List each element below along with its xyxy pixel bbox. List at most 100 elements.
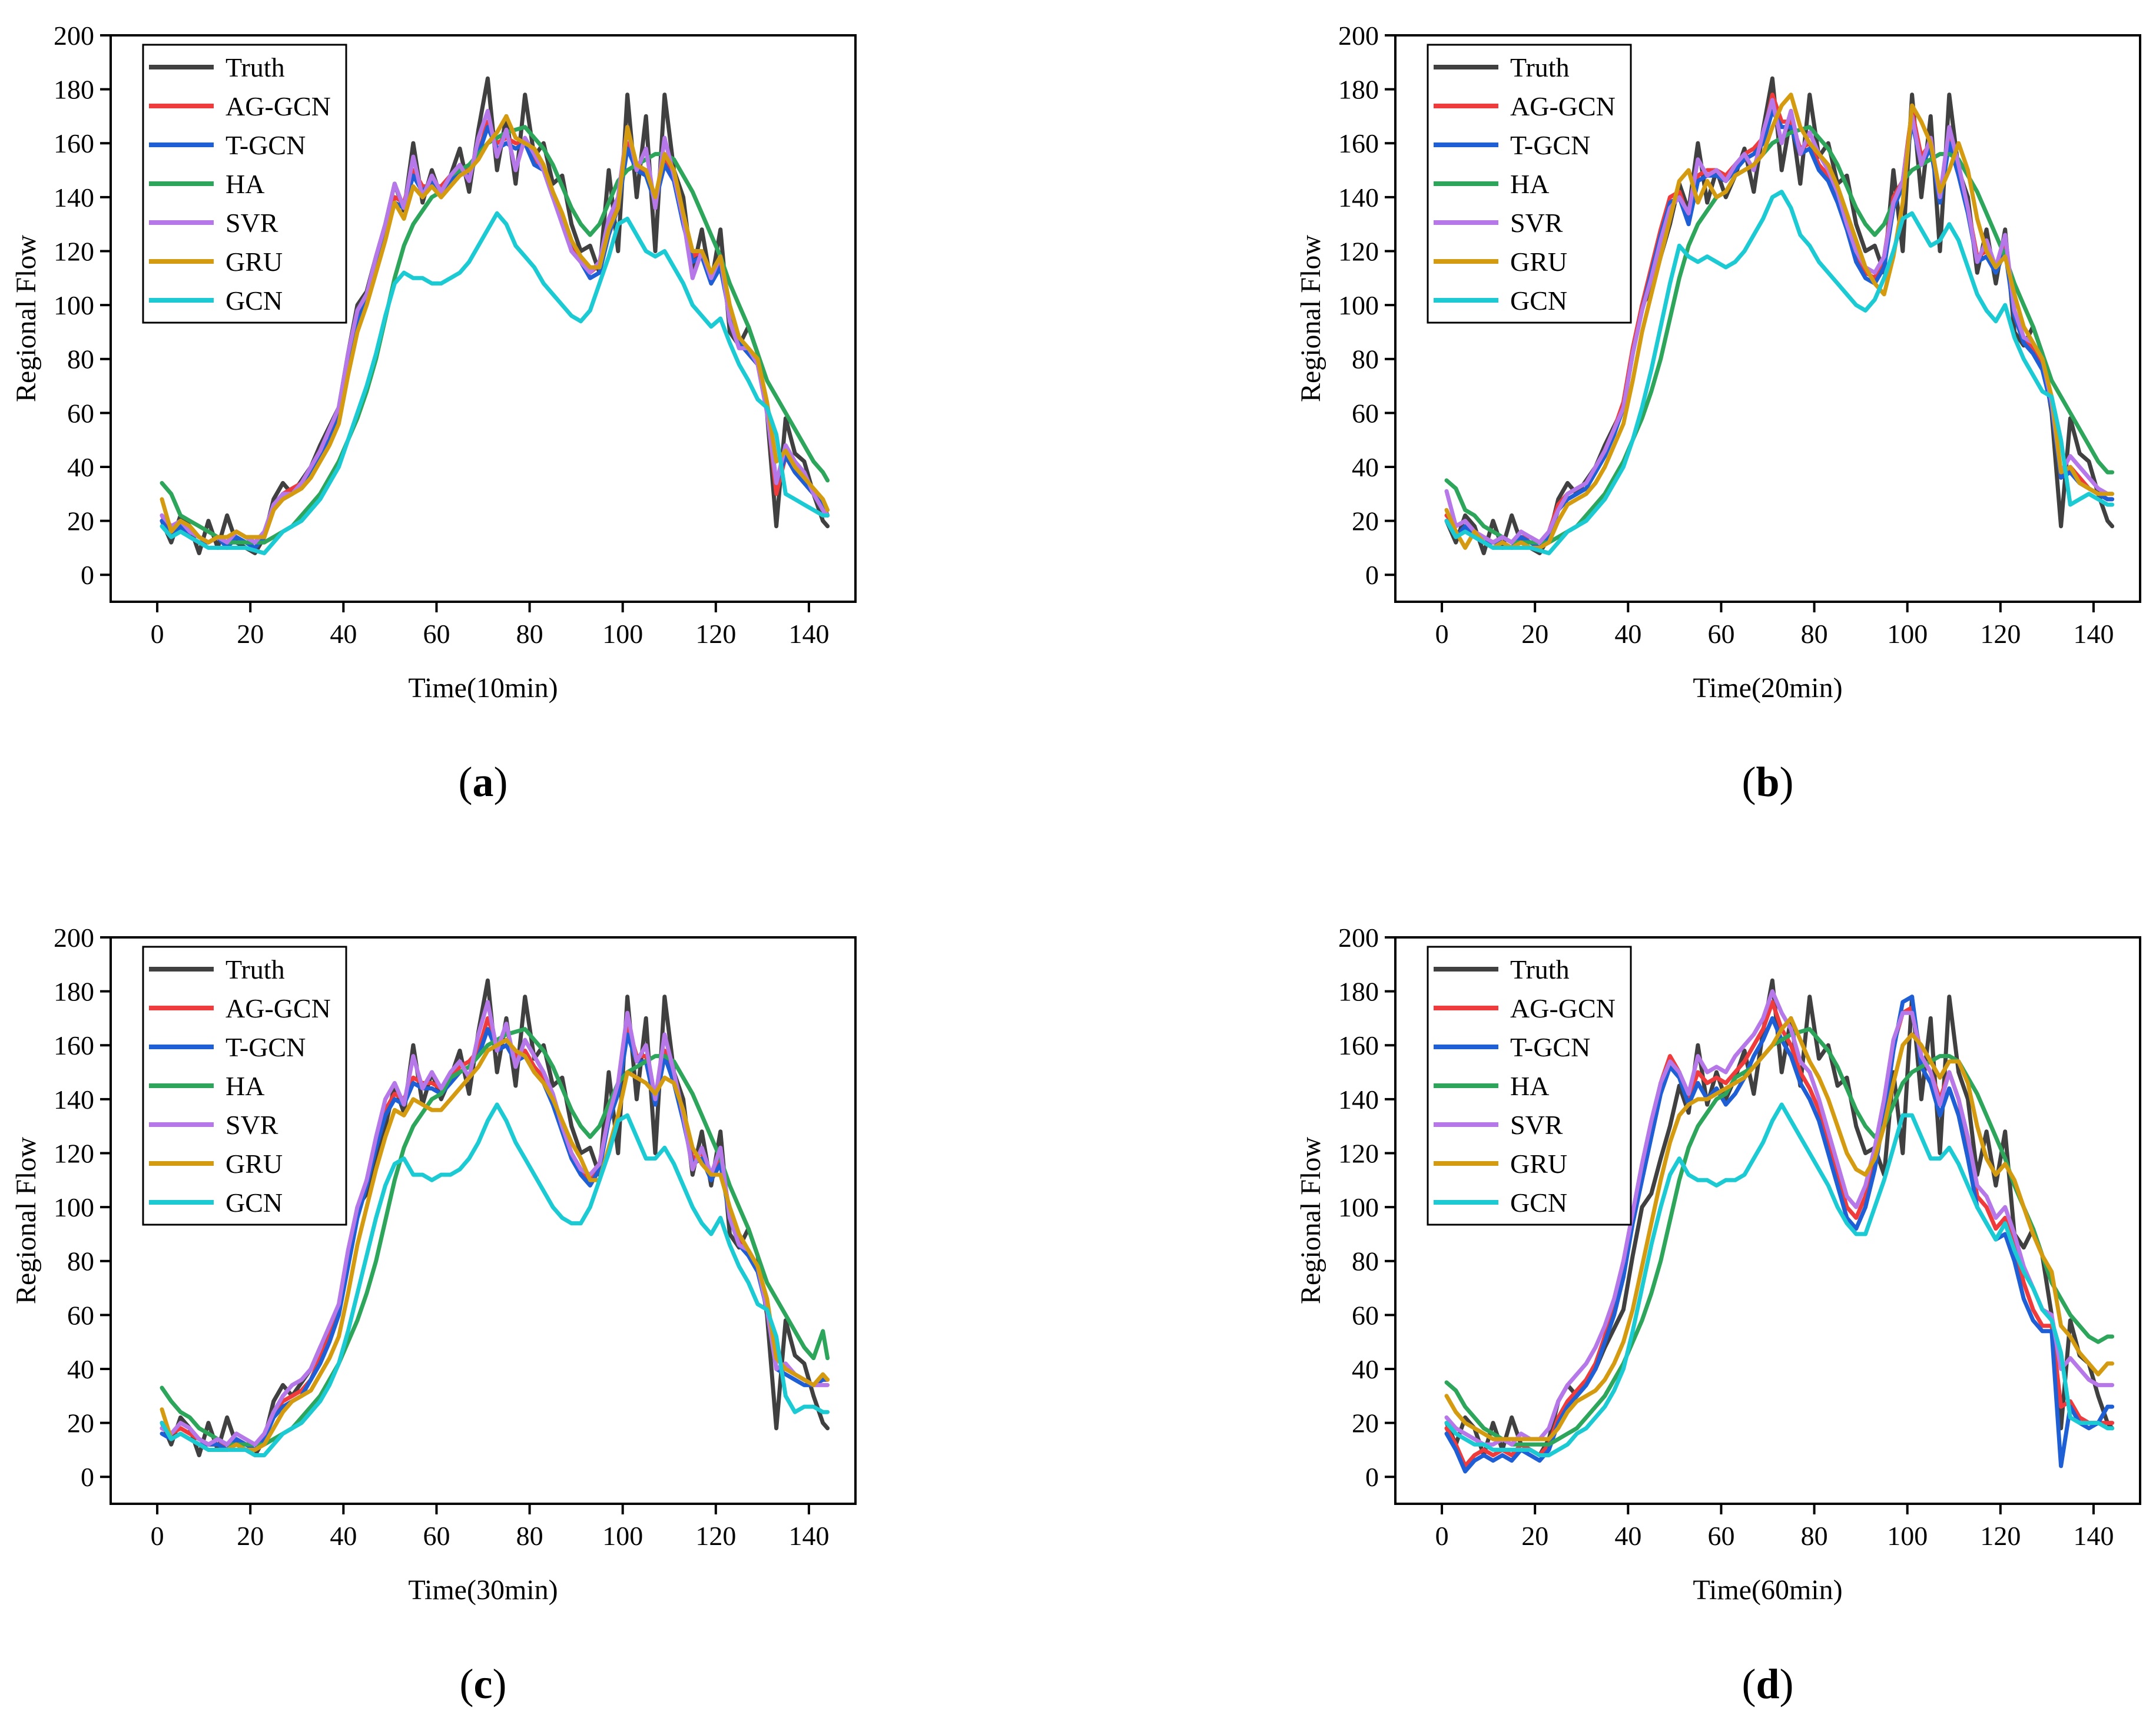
panel-label: (d) <box>1742 1660 1793 1708</box>
legend-entry-svr: SVR <box>1510 208 1563 238</box>
x-axis-label: Time(20min) <box>1693 672 1842 704</box>
series-line-ha <box>1444 1027 2115 1447</box>
series-line-svr <box>160 1000 830 1447</box>
y-tick-label: 120 <box>54 1138 94 1168</box>
y-tick-label: 20 <box>67 1408 94 1438</box>
legend-entry-gru: GRU <box>1510 1149 1567 1179</box>
x-tick-label: 100 <box>602 619 643 649</box>
y-tick-label: 40 <box>67 452 94 482</box>
y-tick-label: 60 <box>67 398 94 428</box>
y-tick-label: 40 <box>67 1354 94 1384</box>
legend-entry-ha: HA <box>1510 1071 1549 1101</box>
y-tick-label: 140 <box>1338 183 1379 213</box>
legend-entry-gcn: GCN <box>225 286 283 316</box>
x-tick-label: 140 <box>788 619 829 649</box>
legend-entry-ha: HA <box>225 169 264 199</box>
panel-label: (c) <box>460 1660 507 1708</box>
x-axis-label: Time(30min) <box>408 1574 558 1606</box>
x-tick-label: 100 <box>602 1521 643 1551</box>
x-tick-label: 120 <box>1980 619 2021 649</box>
x-tick-label: 140 <box>788 1521 829 1551</box>
legend-entry-truth: Truth <box>1510 52 1570 82</box>
y-axis-label: Regional Flow <box>11 1137 42 1304</box>
x-tick-label: 20 <box>237 1521 264 1551</box>
y-tick-label: 160 <box>1338 128 1379 158</box>
y-tick-label: 180 <box>1338 75 1379 105</box>
x-tick-label: 0 <box>151 619 164 649</box>
y-tick-label: 200 <box>1338 21 1379 51</box>
series-line-truth <box>160 76 830 555</box>
y-tick-label: 0 <box>1365 1462 1379 1492</box>
y-tick-label: 140 <box>54 183 94 213</box>
legend-entry-ag-gcn: AG-GCN <box>1510 91 1616 121</box>
x-tick-label: 20 <box>1521 619 1548 649</box>
x-tick-label: 60 <box>423 1521 450 1551</box>
y-tick-label: 140 <box>54 1085 94 1115</box>
y-tick-label: 80 <box>67 1246 94 1277</box>
legend-entry-truth: Truth <box>225 52 285 82</box>
x-tick-label: 80 <box>1801 1521 1828 1551</box>
series-line-gru <box>160 1037 830 1452</box>
y-tick-label: 100 <box>54 1192 94 1222</box>
x-axis-label: Time(60min) <box>1693 1574 1842 1606</box>
x-tick-label: 100 <box>1887 619 1928 649</box>
series-line-truth <box>1444 76 2115 555</box>
legend-entry-gcn: GCN <box>225 1188 283 1218</box>
y-tick-label: 200 <box>54 21 94 51</box>
x-tick-label: 60 <box>1707 1521 1734 1551</box>
y-axis-label: Regional Flow <box>1295 235 1326 402</box>
x-tick-label: 40 <box>330 1521 357 1551</box>
x-tick-label: 40 <box>330 619 357 649</box>
y-tick-label: 160 <box>1338 1030 1379 1060</box>
y-tick-label: 20 <box>1352 1408 1379 1438</box>
y-tick-label: 140 <box>1338 1085 1379 1115</box>
series-line-svr <box>1444 989 2115 1447</box>
y-axis-label: Regional Flow <box>1295 1137 1326 1304</box>
series-group <box>160 76 830 555</box>
y-tick-label: 0 <box>81 1462 94 1492</box>
legend-entry-t-gcn: T-GCN <box>1510 1032 1590 1062</box>
legend-entry-gcn: GCN <box>1510 1188 1567 1218</box>
x-tick-label: 80 <box>516 619 543 649</box>
series-group <box>1444 76 2115 555</box>
legend-entry-ha: HA <box>1510 169 1549 199</box>
y-tick-label: 160 <box>54 128 94 158</box>
y-tick-label: 100 <box>1338 290 1379 320</box>
y-tick-label: 40 <box>1352 1354 1379 1384</box>
series-group <box>1444 978 2115 1474</box>
legend-entry-ha: HA <box>225 1071 264 1101</box>
y-tick-label: 80 <box>1352 1246 1379 1277</box>
y-tick-label: 20 <box>67 506 94 536</box>
y-tick-label: 100 <box>54 290 94 320</box>
legend-entry-gru: GRU <box>1510 247 1567 277</box>
x-tick-label: 140 <box>2073 1521 2114 1551</box>
x-tick-label: 0 <box>151 1521 164 1551</box>
y-tick-label: 60 <box>1352 1300 1379 1330</box>
legend-entry-svr: SVR <box>225 1110 278 1140</box>
y-axis-label: Regional Flow <box>11 235 42 402</box>
y-tick-label: 0 <box>81 560 94 590</box>
legend-entry-svr: SVR <box>225 208 278 238</box>
plot-frame <box>110 936 857 1505</box>
x-tick-label: 140 <box>2073 619 2114 649</box>
x-tick-label: 80 <box>1801 619 1828 649</box>
legend-entry-svr: SVR <box>1510 1110 1563 1140</box>
legend-entry-truth: Truth <box>1510 954 1570 984</box>
y-tick-label: 200 <box>54 923 94 953</box>
series-line-gru <box>160 114 830 545</box>
legend-entry-truth: Truth <box>225 954 285 984</box>
x-tick-label: 40 <box>1614 1521 1641 1551</box>
chart-panel-a: 0 20 40 60 80 100 120 140 160 180 200 0 20 40 60 80 100 1… <box>11 21 857 805</box>
panel-label: (b) <box>1742 758 1793 805</box>
x-tick-label: 20 <box>237 619 264 649</box>
x-tick-label: 60 <box>423 619 450 649</box>
series-line-gcn <box>160 1102 830 1457</box>
series-group <box>160 978 830 1457</box>
legend-entry-t-gcn: T-GCN <box>225 130 306 160</box>
x-tick-label: 100 <box>1887 1521 1928 1551</box>
x-tick-label: 40 <box>1614 619 1641 649</box>
y-tick-label: 40 <box>1352 452 1379 482</box>
y-tick-label: 200 <box>1338 923 1379 953</box>
y-tick-label: 0 <box>1365 560 1379 590</box>
